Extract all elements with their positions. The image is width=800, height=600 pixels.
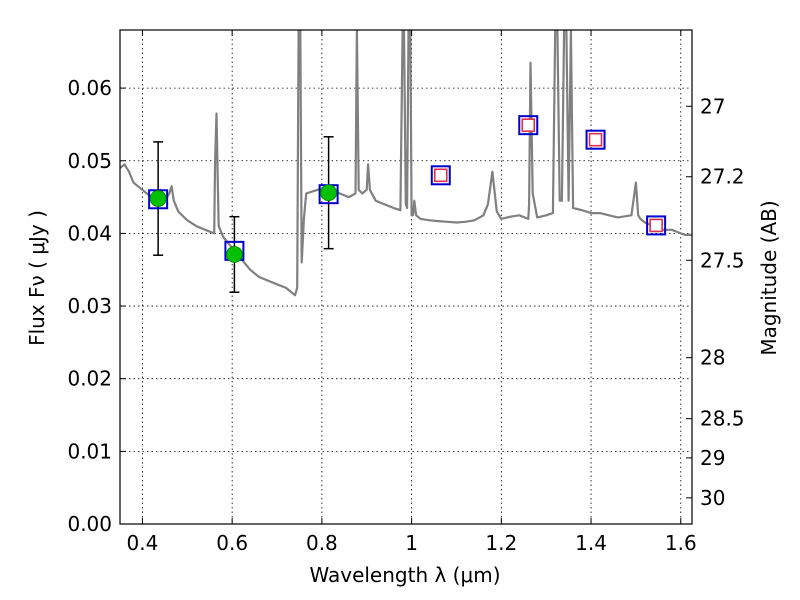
- observed-flux-point: [225, 246, 243, 263]
- y-tick-label: 0.02: [67, 367, 112, 391]
- model-photometry-square: [518, 115, 539, 136]
- predicted-flux-square: [433, 168, 448, 183]
- observed-flux-point: [149, 190, 167, 207]
- y-tick-label: 0.06: [67, 76, 112, 100]
- y2-tick-label: 29: [700, 446, 725, 470]
- y-tick-label: 0.05: [67, 149, 112, 173]
- y-axis-label: Flux Fν ( μJy ): [25, 210, 49, 346]
- observed-flux-point: [320, 184, 338, 202]
- x-tick-label: 0.4: [127, 531, 159, 555]
- x-tick-label: 0.6: [216, 531, 248, 555]
- model-spectrum-line: [120, 30, 692, 297]
- y2-tick-label: 28: [700, 346, 725, 370]
- x-tick-label: 1.4: [575, 531, 607, 555]
- y-tick-label: 0.04: [67, 221, 112, 245]
- y2-tick-label: 27.2: [700, 165, 745, 189]
- predicted-flux-square: [588, 132, 603, 147]
- x-axis-label: Wavelength λ (μm): [309, 563, 500, 587]
- plot-area: [120, 30, 692, 297]
- model-photometry-square: [430, 165, 451, 186]
- x-tick-label: 1: [405, 531, 418, 555]
- y2-axis-label: Magnitude (AB): [757, 200, 781, 355]
- y-tick-label: 0.03: [67, 294, 112, 318]
- model-photometry-square: [646, 215, 667, 236]
- x-tick-label: 1.2: [485, 531, 517, 555]
- predicted-flux-square: [521, 118, 536, 132]
- model-photometry-square: [585, 129, 606, 150]
- y2-tick-label: 30: [700, 486, 725, 510]
- y-tick-label: 0.00: [67, 512, 112, 536]
- predicted-flux-square: [649, 218, 663, 233]
- y2-tick-label: 27.5: [700, 248, 745, 272]
- y2-tick-label: 27: [700, 94, 725, 118]
- y2-tick-label: 28.5: [700, 407, 745, 431]
- plot-frame: [119, 29, 693, 525]
- x-tick-label: 0.8: [306, 531, 338, 555]
- y-tick-label: 0.01: [67, 439, 112, 463]
- x-tick-label: 1.6: [665, 531, 697, 555]
- axis-ticks: 0.4 0.6 0.8 1 1.2 1.4 1.6 0.00 0.01 0.02 0.03 0.04 0…: [67, 30, 745, 555]
